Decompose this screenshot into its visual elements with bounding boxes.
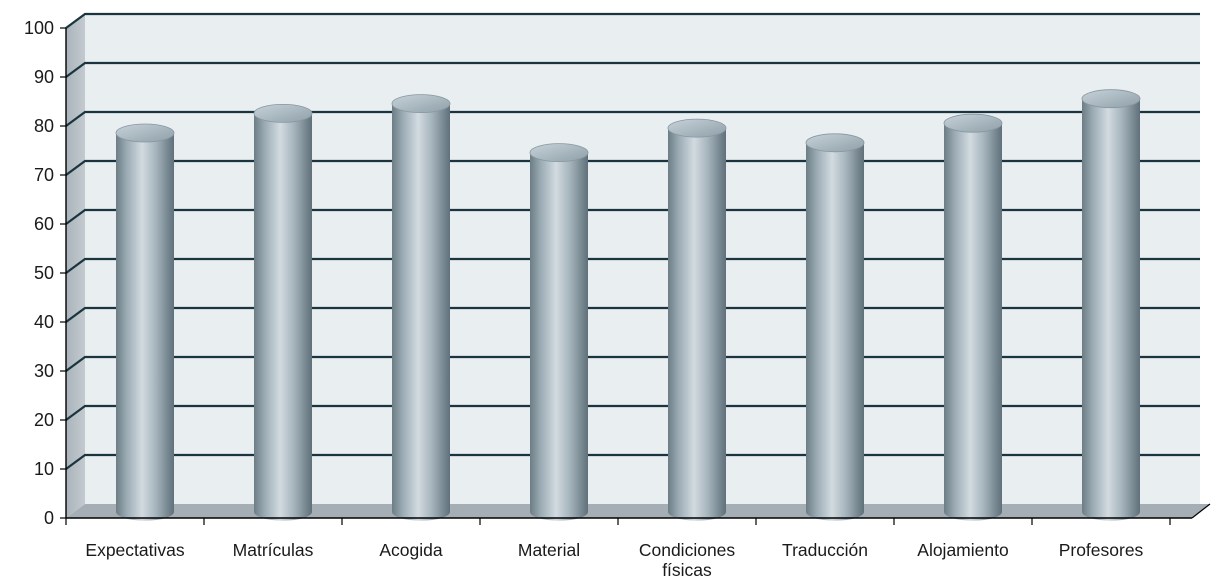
- x-category-label-line: Material: [518, 540, 580, 560]
- x-category-label-line: Traducción: [782, 540, 868, 560]
- x-category-label: Acogida: [379, 540, 443, 560]
- x-category-label-line: Alojamiento: [917, 540, 1008, 560]
- bar-body: [392, 103, 450, 521]
- bar: [529, 143, 589, 521]
- bar-body: [1082, 98, 1140, 521]
- x-category-label-line: físicas: [662, 560, 712, 580]
- y-tick-label: 20: [34, 410, 54, 430]
- bar-top: [1081, 89, 1141, 109]
- x-category-label: Condiciones físicas: [639, 540, 736, 580]
- bar: [667, 118, 727, 521]
- x-category-label-line: Acogida: [379, 540, 443, 560]
- x-category-label-line: Matrículas: [233, 540, 314, 560]
- y-tick-label: 70: [34, 165, 54, 185]
- bar-body: [116, 133, 174, 521]
- y-tick-label: 80: [34, 116, 54, 136]
- y-tick-label: 100: [24, 18, 54, 38]
- x-category-label-line: Condiciones: [639, 540, 736, 560]
- y-tick-label: 50: [34, 263, 54, 283]
- bar-top: [253, 104, 313, 123]
- x-category-label: Traducción: [782, 540, 868, 560]
- bar: [115, 123, 175, 521]
- x-category-label: Profesores: [1059, 540, 1144, 560]
- x-axis-end: [1191, 503, 1211, 519]
- bar-body: [254, 113, 312, 521]
- plot-floor: [66, 504, 1210, 518]
- bar-body: [530, 152, 588, 521]
- grid-line: [65, 12, 1200, 29]
- x-category-label: Alojamiento: [917, 540, 1008, 560]
- x-category-label: Matrículas: [233, 540, 314, 560]
- bar: [391, 94, 451, 521]
- y-tick-label: 90: [34, 67, 54, 87]
- y-tick-label: 0: [44, 508, 54, 528]
- bar-body: [668, 128, 726, 521]
- grid-line: [65, 61, 1200, 78]
- y-tick-label: 10: [34, 459, 54, 479]
- bar-top: [943, 113, 1003, 133]
- bar-top: [391, 94, 451, 113]
- y-tick-label: 40: [34, 312, 54, 332]
- bar: [943, 113, 1003, 521]
- bar: [805, 133, 865, 521]
- x-category-label-line: Profesores: [1059, 540, 1144, 560]
- x-category-label-line: Expectativas: [85, 540, 184, 560]
- x-category-label: Material: [518, 540, 580, 560]
- bar: [253, 104, 313, 521]
- bar-body: [944, 123, 1002, 521]
- x-category-label: Expectativas: [85, 540, 184, 560]
- bar-top: [667, 118, 727, 138]
- bar-top: [805, 133, 865, 153]
- grid-line: [65, 110, 1200, 127]
- bar-top: [115, 123, 175, 143]
- y-tick-label: 30: [34, 361, 54, 381]
- bar: [1081, 89, 1141, 521]
- bar-top: [529, 143, 589, 163]
- bar-body: [806, 142, 864, 521]
- y-tick-label: 60: [34, 214, 54, 234]
